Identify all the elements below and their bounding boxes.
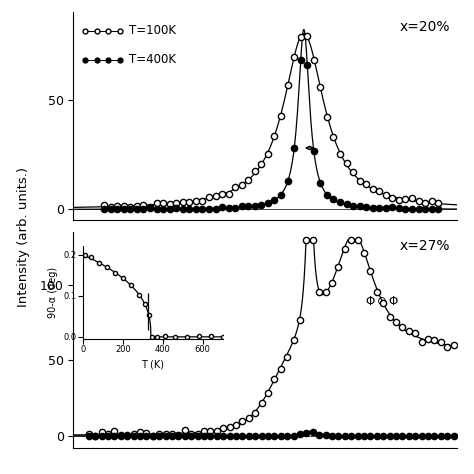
Text: x=20%: x=20% [399, 20, 450, 34]
Text: $\Phi\odot\Phi$: $\Phi\odot\Phi$ [365, 295, 400, 308]
Text: x=27%: x=27% [399, 239, 450, 253]
Text: T=400K: T=400K [129, 53, 176, 66]
Y-axis label: 90-α (deg): 90-α (deg) [48, 267, 58, 318]
Text: Intensity (arb. units.): Intensity (arb. units.) [17, 167, 29, 307]
X-axis label: T (K): T (K) [141, 360, 164, 370]
Text: T=100K: T=100K [129, 24, 176, 37]
